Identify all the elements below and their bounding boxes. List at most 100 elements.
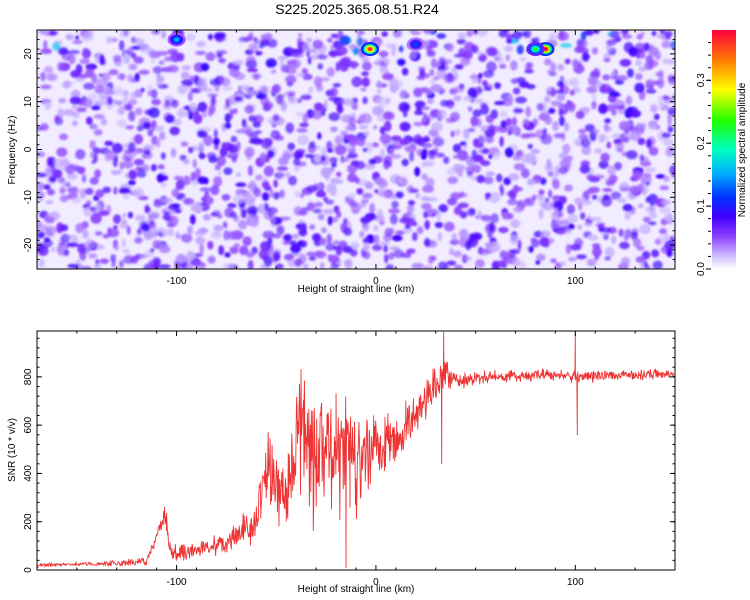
snr-ytick-label: 200 [23, 513, 34, 530]
heatmap-speckle [453, 206, 462, 216]
heatmap-speckle [538, 189, 545, 195]
heatmap-speckle [358, 114, 366, 122]
colorbar-tick-label: 0.1 [696, 199, 707, 213]
heatmap-speckle [510, 249, 521, 254]
heatmap-speckle [344, 124, 355, 132]
heatmap-speckle [326, 140, 333, 151]
heatmap-speckle [506, 38, 513, 44]
heatmap-speckle [446, 197, 458, 206]
heatmap-speckle [343, 227, 353, 236]
heatmap-speckle [667, 119, 672, 131]
heatmap-speckle [488, 192, 501, 204]
heatmap-speckle [195, 236, 206, 245]
heatmap-speckle [297, 134, 309, 146]
heatmap-speckle [450, 130, 455, 138]
heatmap-speckle [75, 149, 86, 160]
heatmap-speckle [217, 170, 223, 176]
heatmap-speckle [457, 149, 468, 161]
heatmap-speckle [306, 251, 317, 257]
heatmap-speckle [481, 147, 490, 155]
heatmap-speckle [434, 221, 444, 229]
heatmap-speckle [640, 31, 646, 37]
heatmap-speckle [436, 69, 447, 80]
heatmap-speckle [205, 194, 212, 206]
heatmap-speckle [546, 158, 552, 170]
heatmap-speckle [655, 174, 666, 179]
heatmap-speckle [421, 143, 433, 148]
heatmap-speckle [361, 71, 369, 77]
heatmap-speckle [657, 77, 665, 89]
heatmap-speckle [280, 64, 290, 73]
heatmap-speckle [362, 251, 371, 260]
heatmap-speckle [619, 133, 626, 143]
heatmap-speckle [617, 74, 629, 81]
heatmap-speckle [427, 255, 434, 265]
heatmap-speckle [437, 232, 442, 242]
heatmap-speckle [512, 116, 517, 127]
heatmap-speckle [50, 247, 56, 253]
heatmap-speckle [361, 56, 370, 63]
heatmap-speckle [92, 147, 101, 155]
heatmap-speckle [421, 202, 432, 210]
heatmap-speckle [618, 228, 624, 237]
heatmap-speckle [278, 156, 289, 166]
heatmap-speckle [375, 57, 381, 67]
colorbar-tick-label: 0.2 [696, 136, 707, 150]
heatmap-speckle [58, 97, 67, 104]
heatmap-speckle [336, 210, 342, 218]
heatmap-speckle [467, 106, 473, 112]
heatmap-speckle [650, 80, 661, 86]
heatmap-speckle [427, 98, 434, 104]
heatmap-speckle [142, 121, 152, 130]
heatmap-speckle [588, 234, 599, 241]
heatmap-speckle [127, 180, 136, 186]
heatmap-speckle [329, 185, 337, 197]
heatmap-speckle [187, 225, 193, 235]
heatmap-speckle [161, 30, 167, 39]
heatmap-speckle [227, 144, 238, 154]
heatmap-speckle [82, 266, 92, 269]
heatmap-speckle [323, 99, 328, 109]
heatmap-speckle [106, 96, 113, 106]
heatmap-speckle [149, 50, 162, 59]
heatmap-speckle [539, 236, 550, 247]
heatmap-speckle [397, 176, 408, 186]
heatmap-speckle [308, 86, 314, 93]
heatmap-speckle [289, 240, 297, 246]
heatmap-speckle [81, 174, 87, 183]
heatmap-speckle [359, 231, 365, 238]
heatmap-speckle [467, 208, 476, 217]
heatmap-speckle [100, 118, 108, 126]
heatmap-speckle [222, 86, 233, 91]
heatmap-speckle [414, 166, 421, 177]
heatmap-speckle [334, 179, 344, 185]
heatmap-speckle [161, 229, 172, 236]
heatmap-speckle [294, 190, 301, 198]
heatmap-speckle [552, 89, 564, 95]
heatmap-speckle [335, 61, 340, 72]
heatmap-speckle [338, 240, 348, 252]
heatmap-speckle [667, 74, 675, 82]
heatmap-speckle [432, 137, 445, 147]
heatmap-speckle [258, 43, 264, 49]
colorbar-label: Normalized spectral amplitude [737, 82, 748, 217]
heatmap-speckle [72, 39, 83, 45]
heatmap-speckle [235, 129, 247, 134]
heatmap-speckle [321, 227, 327, 234]
heatmap-speckle [565, 243, 572, 255]
heatmap-speckle [393, 249, 404, 258]
heatmap-speckle [290, 244, 302, 254]
heatmap-speckle [65, 163, 76, 175]
heatmap-speckle [238, 39, 245, 44]
heatmap-speckle [62, 80, 72, 89]
heatmap-speckle [286, 81, 294, 87]
heatmap-speckle [260, 34, 265, 40]
heatmap-speckle [248, 115, 256, 122]
heatmap-speckle [480, 30, 490, 35]
heatmap-speckle [431, 61, 441, 68]
heatmap-speckle [83, 228, 88, 238]
heatmap-speckle [138, 69, 150, 75]
heatmap-speckle [167, 215, 179, 227]
heatmap-speckle [389, 153, 402, 159]
heatmap-speckle [182, 175, 191, 186]
